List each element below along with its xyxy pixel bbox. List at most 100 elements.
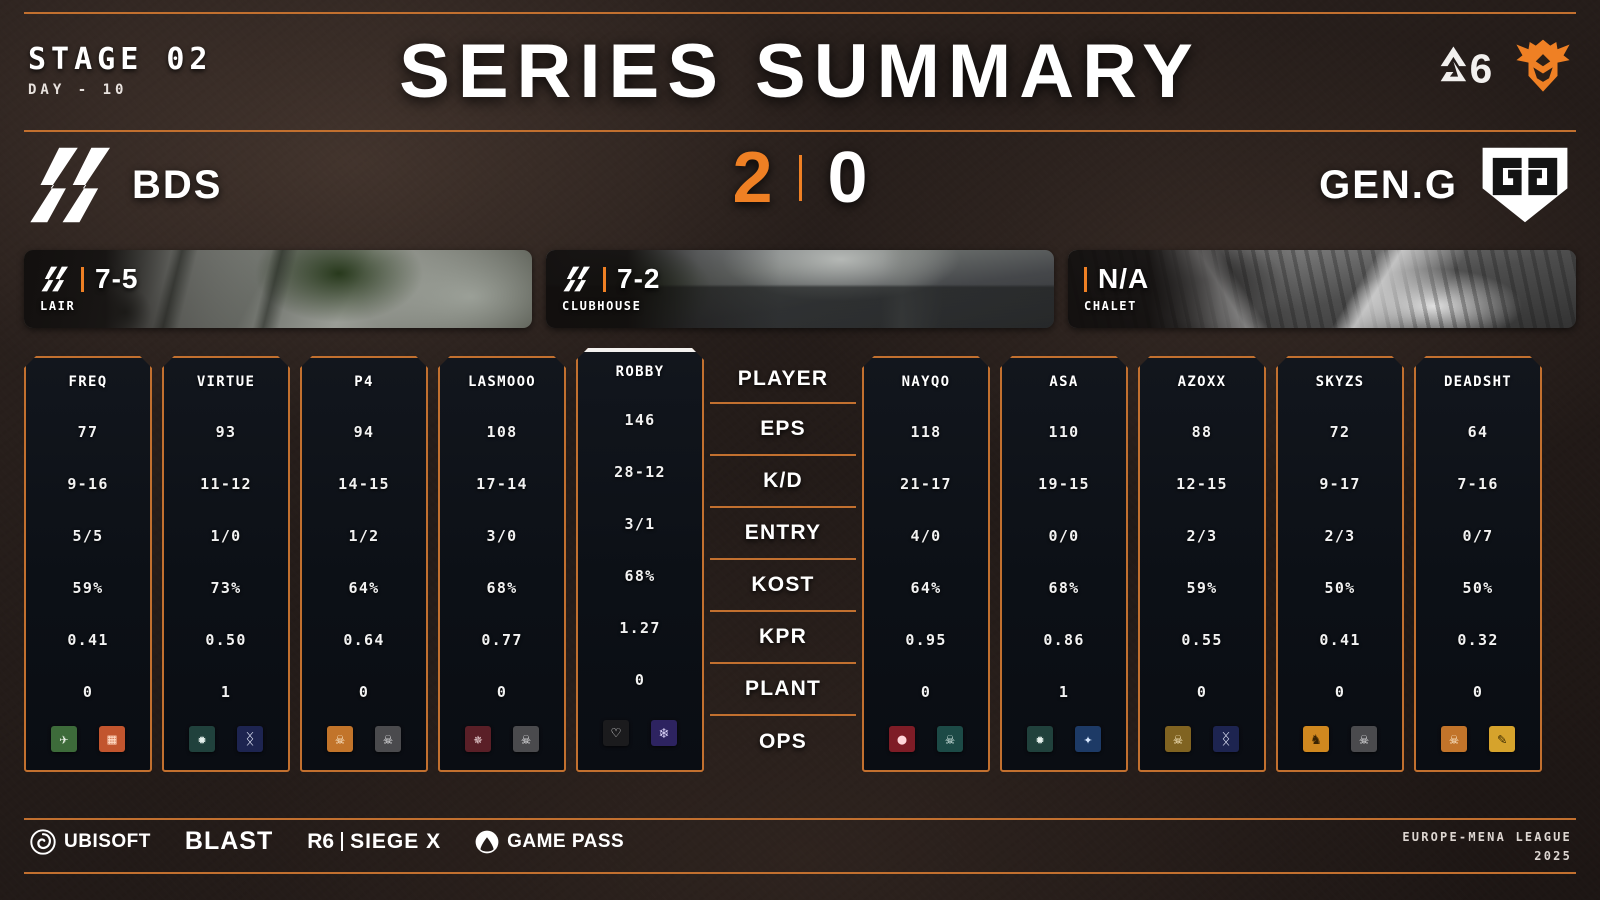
xbox-icon <box>475 830 499 853</box>
sponsor-blast: BLAST <box>185 827 273 856</box>
bds-logo <box>563 266 590 292</box>
stat-entry: 0/7 <box>1462 527 1494 545</box>
map-name: CLUBHOUSE <box>562 299 642 313</box>
operator-icon-violet: ❄ <box>651 720 677 746</box>
map-card-1[interactable]: 7-5 LAIR <box>24 250 532 328</box>
stat-eps: 88 <box>1191 423 1213 441</box>
away-team-block: GEN.G <box>1319 146 1574 224</box>
map-divider <box>81 266 84 292</box>
player-card-deadsht[interactable]: DEADSHT 64 7-16 0/7 50% 0.32 0 ☠ ✎ <box>1414 356 1542 772</box>
operator-icons: ✹ ✦ <box>1027 718 1101 770</box>
footer-top-divider <box>24 818 1576 820</box>
geng-logo <box>1482 147 1568 223</box>
header-logos: 6 <box>1436 36 1574 94</box>
player-card-virtue[interactable]: VIRTUE 93 11-12 1/0 73% 0.50 1 ✹ ᛝ <box>162 356 290 772</box>
operator-icon-amber: ☠ <box>1441 726 1467 752</box>
sponsor-r6-siege-x: R6 SIEGE X <box>307 830 441 854</box>
operator-icons: ✵ ☠ <box>465 718 539 770</box>
player-card-azoxx[interactable]: AZOXX 88 12-15 2/3 59% 0.55 0 ☠ ᛝ <box>1138 356 1266 772</box>
map-card-3[interactable]: N/A CHALET <box>1068 250 1576 328</box>
stat-kd: 17-14 <box>476 475 528 493</box>
operator-icons: ☠ ᛝ <box>1165 718 1239 770</box>
player-name: ROBBY <box>615 364 665 380</box>
stat-label-entry: ENTRY <box>710 508 856 560</box>
stat-kpr: 0.77 <box>481 631 523 649</box>
operator-icon-amber: ☠ <box>327 726 353 752</box>
stat-kost: 64% <box>348 579 380 597</box>
stage-label: STAGE 02 <box>28 42 213 77</box>
sponsor-secondary-label: SIEGE X <box>350 829 442 853</box>
player-name: VIRTUE <box>196 374 256 390</box>
stat-plant: 0 <box>358 683 370 701</box>
operator-icons: ✈ ▦ <box>51 718 125 770</box>
stat-label-kost: KOST <box>710 560 856 612</box>
operator-icons: ☠ ☠ <box>327 718 401 770</box>
stat-eps: 108 <box>486 423 518 441</box>
bds-logo <box>30 147 110 223</box>
map-scrim <box>24 250 532 328</box>
footer: UBISOFT BLAST R6 SIEGE X GAME PASS EUROP… <box>24 818 1576 874</box>
stat-kpr: 0.50 <box>205 631 247 649</box>
league-year: 2025 <box>1534 848 1572 863</box>
stat-kd: 12-15 <box>1176 475 1228 493</box>
operator-icon-teal: ✹ <box>189 726 215 752</box>
sponsor-label: BLAST <box>184 827 274 855</box>
stat-kost: 64% <box>910 579 942 597</box>
map-score: N/A <box>1098 263 1150 294</box>
home-team-name: BDS <box>132 162 223 207</box>
stat-plant: 0 <box>1472 683 1484 701</box>
stat-entry: 3/0 <box>486 527 518 545</box>
stat-kd: 7-16 <box>1457 475 1499 493</box>
player-card-lasmooo[interactable]: LASMOOO 108 17-14 3/0 68% 0.77 0 ✵ ☠ <box>438 356 566 772</box>
player-card-freq[interactable]: FREQ 77 9-16 5/5 59% 0.41 0 ✈ ▦ <box>24 356 152 772</box>
stat-eps: 94 <box>353 423 375 441</box>
map-score: 7-5 <box>95 263 139 294</box>
stat-kd: 9-16 <box>67 475 109 493</box>
stat-label-eps: EPS <box>710 404 856 456</box>
map-name: CHALET <box>1084 299 1137 313</box>
sponsor-label: UBISOFT <box>64 830 151 852</box>
player-card-p4[interactable]: P4 94 14-15 1/2 64% 0.64 0 ☠ ☠ <box>300 356 428 772</box>
operator-icon-yellow: ✎ <box>1489 726 1515 752</box>
stat-kost: 73% <box>210 579 242 597</box>
stat-kd: 28-12 <box>614 463 666 481</box>
stat-plant: 0 <box>496 683 508 701</box>
stat-kost: 50% <box>1462 579 1494 597</box>
stat-kost: 68% <box>624 567 656 585</box>
stat-plant: 0 <box>920 683 932 701</box>
stat-label-kd: K/D <box>710 456 856 508</box>
operator-icon-teal: ✹ <box>1027 726 1053 752</box>
stats-row: FREQ 77 9-16 5/5 59% 0.41 0 ✈ ▦ VIRTUE 9… <box>24 348 1576 772</box>
operator-icon-grey: ☠ <box>1351 726 1377 752</box>
player-name: NAYQO <box>901 374 951 390</box>
player-card-skyzs[interactable]: SKYZS 72 9-17 2/3 50% 0.41 0 ♞ ☠ <box>1276 356 1404 772</box>
stat-entry: 2/3 <box>1324 527 1356 545</box>
stat-eps: 118 <box>910 423 942 441</box>
stat-kost: 68% <box>486 579 518 597</box>
player-card-nayqo[interactable]: NAYQO 118 21-17 4/0 64% 0.95 0 ● ☠ <box>862 356 990 772</box>
operator-icon-crimson: ✵ <box>465 726 491 752</box>
header-top-divider <box>24 12 1576 14</box>
scorebar: BDS 2 0 GEN.G <box>24 136 1576 236</box>
operator-icons: ♞ ☠ <box>1303 718 1377 770</box>
stat-plant: 1 <box>220 683 232 701</box>
stat-kpr: 0.41 <box>1319 631 1361 649</box>
stat-plant: 0 <box>1334 683 1346 701</box>
operator-icon-grey: ☠ <box>513 726 539 752</box>
operator-icon-white: ♡ <box>603 720 629 746</box>
header: STAGE 02 DAY - 10 SERIES SUMMARY 6 <box>24 12 1576 132</box>
map-card-2[interactable]: 7-2 CLUBHOUSE <box>546 250 1054 328</box>
stat-kd: 21-17 <box>900 475 952 493</box>
map-divider <box>603 266 606 292</box>
stat-entry: 0/0 <box>1048 527 1080 545</box>
page-title: SERIES SUMMARY <box>399 29 1201 114</box>
stat-label-kpr: KPR <box>710 612 856 664</box>
footer-bottom-divider <box>24 872 1576 874</box>
player-card-asa[interactable]: ASA 110 19-15 0/0 68% 0.86 1 ✹ ✦ <box>1000 356 1128 772</box>
home-team-block: BDS <box>28 146 222 224</box>
stat-label-plant: PLANT <box>710 664 856 716</box>
player-card-robby-mvp[interactable]: MVP ROBBY 146 28-12 3/1 68% 1.27 0 ♡ ❄ <box>576 348 704 772</box>
map-score-line: N/A <box>1084 263 1149 295</box>
stat-kd: 9-17 <box>1319 475 1361 493</box>
league-block: EUROPE-MENA LEAGUE 2025 <box>1402 828 1572 865</box>
